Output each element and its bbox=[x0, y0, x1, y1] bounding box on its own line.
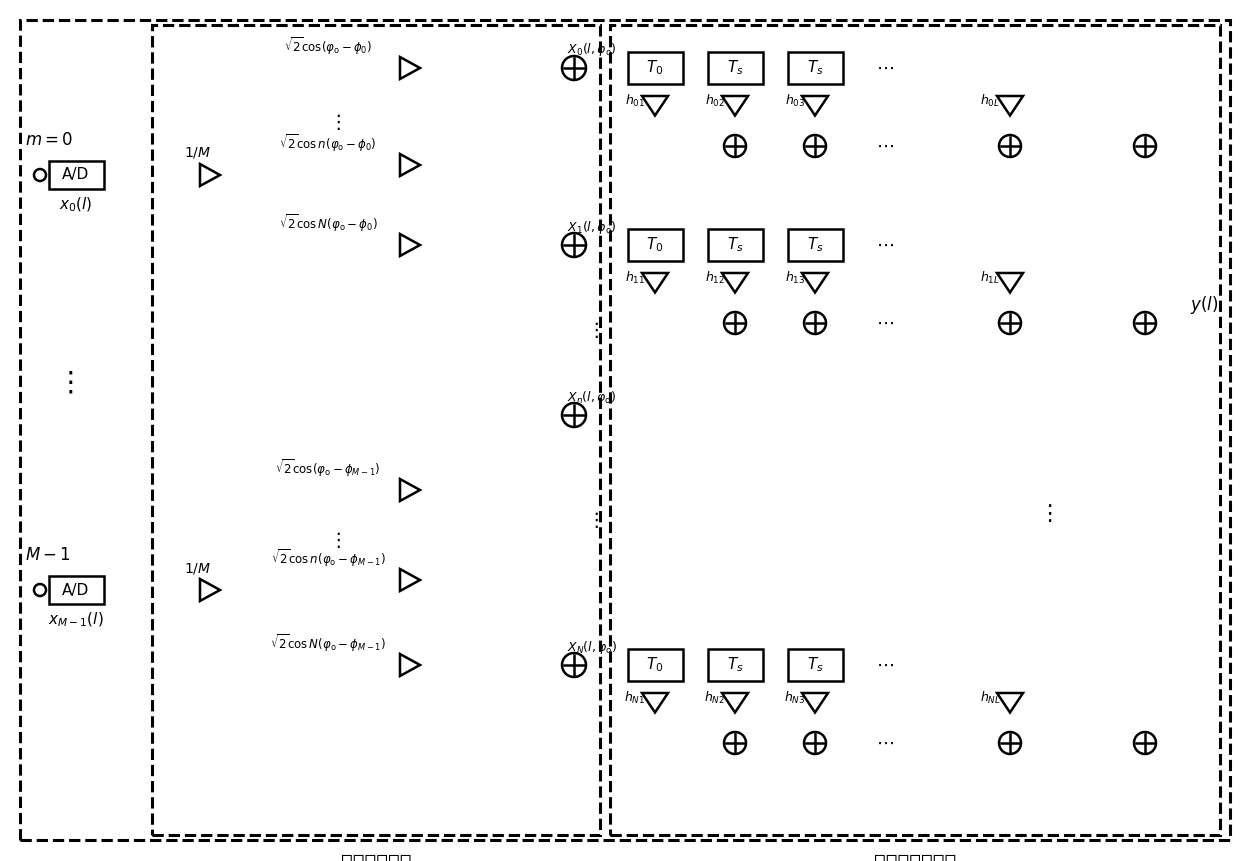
Bar bbox=[708, 52, 763, 84]
Text: $\sqrt{2}\cos(\varphi_{\mathrm{o}}-\phi_{M-1})$: $\sqrt{2}\cos(\varphi_{\mathrm{o}}-\phi_… bbox=[275, 457, 381, 479]
Text: $\cdots$: $\cdots$ bbox=[875, 734, 894, 752]
Bar bbox=[787, 649, 843, 681]
Text: $T_s$: $T_s$ bbox=[727, 236, 743, 254]
Text: $x_{M-1}(l)$: $x_{M-1}(l)$ bbox=[48, 610, 104, 629]
Bar bbox=[50, 576, 104, 604]
Text: $h_{01}$: $h_{01}$ bbox=[625, 93, 645, 109]
Bar bbox=[627, 229, 683, 261]
Text: $T_s$: $T_s$ bbox=[727, 655, 743, 674]
Text: $\sqrt{2}\cos N(\varphi_{\mathrm{o}}-\phi_{M-1})$: $\sqrt{2}\cos N(\varphi_{\mathrm{o}}-\ph… bbox=[270, 632, 386, 653]
Text: $h_{NL}$: $h_{NL}$ bbox=[980, 690, 1001, 706]
Text: $\vdots$: $\vdots$ bbox=[1038, 502, 1052, 524]
Bar bbox=[708, 649, 763, 681]
Text: $X_N(l,\varphi_{\mathrm{o}})$: $X_N(l,\varphi_{\mathrm{o}})$ bbox=[567, 639, 618, 655]
Text: $T_s$: $T_s$ bbox=[807, 655, 823, 674]
Text: $h_{12}$: $h_{12}$ bbox=[706, 270, 725, 286]
Text: 波束图合成模块: 波束图合成模块 bbox=[874, 852, 956, 861]
Text: $T_0$: $T_0$ bbox=[646, 655, 663, 674]
Text: $X_n(l,\varphi_{\mathrm{o}})$: $X_n(l,\varphi_{\mathrm{o}})$ bbox=[567, 388, 616, 406]
Text: $X_1(l,\varphi_{\mathrm{o}})$: $X_1(l,\varphi_{\mathrm{o}})$ bbox=[567, 219, 616, 236]
Bar bbox=[627, 52, 683, 84]
Text: 谐波变换模块: 谐波变换模块 bbox=[341, 852, 412, 861]
Text: $T_s$: $T_s$ bbox=[807, 236, 823, 254]
Text: $\sqrt{2}\cos(\varphi_{\mathrm{o}}-\phi_0)$: $\sqrt{2}\cos(\varphi_{\mathrm{o}}-\phi_… bbox=[284, 35, 372, 57]
Text: $X_0(l,\varphi_{\mathrm{o}})$: $X_0(l,\varphi_{\mathrm{o}})$ bbox=[567, 41, 616, 59]
Text: $\sqrt{2}\cos n(\varphi_{\mathrm{o}}-\phi_0)$: $\sqrt{2}\cos n(\varphi_{\mathrm{o}}-\ph… bbox=[279, 132, 377, 154]
Text: $\vdots$: $\vdots$ bbox=[585, 510, 599, 530]
Bar bbox=[153, 25, 600, 835]
Text: $T_0$: $T_0$ bbox=[646, 236, 663, 254]
Text: $\sqrt{2}\cos n(\varphi_{\mathrm{o}}-\phi_{M-1})$: $\sqrt{2}\cos n(\varphi_{\mathrm{o}}-\ph… bbox=[270, 547, 386, 569]
Text: $h_{11}$: $h_{11}$ bbox=[625, 270, 645, 286]
Text: $\vdots$: $\vdots$ bbox=[327, 530, 340, 550]
Text: $h_{N2}$: $h_{N2}$ bbox=[704, 690, 725, 706]
Text: $\cdots$: $\cdots$ bbox=[875, 314, 894, 332]
Text: $\vdots$: $\vdots$ bbox=[56, 369, 73, 397]
Text: $m=0$: $m=0$ bbox=[25, 131, 73, 149]
Text: $T_0$: $T_0$ bbox=[646, 59, 663, 77]
Bar bbox=[610, 25, 1220, 835]
Text: $h_{1L}$: $h_{1L}$ bbox=[980, 270, 999, 286]
Text: $\sqrt{2}\cos N(\varphi_{\mathrm{o}}-\phi_0)$: $\sqrt{2}\cos N(\varphi_{\mathrm{o}}-\ph… bbox=[279, 212, 377, 234]
Text: $h_{N3}$: $h_{N3}$ bbox=[785, 690, 806, 706]
Bar bbox=[787, 229, 843, 261]
Text: $\vdots$: $\vdots$ bbox=[585, 320, 599, 340]
Text: $h_{N1}$: $h_{N1}$ bbox=[625, 690, 646, 706]
Text: $\cdots$: $\cdots$ bbox=[875, 137, 894, 155]
Text: $h_{0L}$: $h_{0L}$ bbox=[980, 93, 999, 109]
Text: $h_{02}$: $h_{02}$ bbox=[706, 93, 725, 109]
Text: $\cdots$: $\cdots$ bbox=[875, 236, 894, 254]
Text: $\cdots$: $\cdots$ bbox=[875, 656, 894, 674]
Bar bbox=[708, 229, 763, 261]
Bar bbox=[787, 52, 843, 84]
Text: $M-1$: $M-1$ bbox=[25, 546, 71, 564]
Text: $h_{03}$: $h_{03}$ bbox=[785, 93, 805, 109]
Text: A/D: A/D bbox=[62, 583, 89, 598]
Bar bbox=[627, 649, 683, 681]
Text: $x_0(l)$: $x_0(l)$ bbox=[60, 195, 93, 214]
Text: $T_s$: $T_s$ bbox=[727, 59, 743, 77]
Text: $1/M$: $1/M$ bbox=[185, 146, 212, 160]
Bar bbox=[50, 161, 104, 189]
Text: $T_s$: $T_s$ bbox=[807, 59, 823, 77]
Text: $h_{13}$: $h_{13}$ bbox=[785, 270, 805, 286]
Text: $y(l)$: $y(l)$ bbox=[1189, 294, 1218, 316]
Text: $\cdots$: $\cdots$ bbox=[875, 59, 894, 77]
Text: $\vdots$: $\vdots$ bbox=[327, 112, 340, 132]
Text: $1/M$: $1/M$ bbox=[185, 561, 212, 575]
Text: A/D: A/D bbox=[62, 168, 89, 183]
